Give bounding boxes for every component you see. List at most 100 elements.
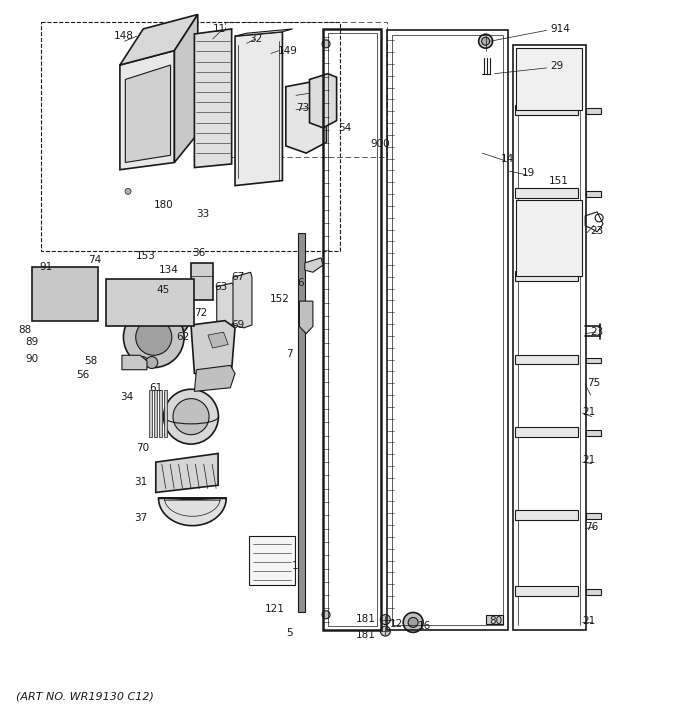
Circle shape [135,282,192,340]
Text: 69: 69 [232,320,245,330]
Text: 21: 21 [583,616,596,626]
Circle shape [403,613,423,632]
Text: 149: 149 [277,46,298,56]
Text: 180: 180 [154,200,174,210]
Polygon shape [286,81,326,153]
Polygon shape [515,188,579,199]
Text: 16: 16 [418,621,431,631]
Text: 121: 121 [265,605,284,614]
Circle shape [322,40,330,48]
Circle shape [146,357,158,368]
Polygon shape [174,14,198,162]
Text: 45: 45 [156,286,169,295]
Text: 75: 75 [588,378,600,388]
Polygon shape [515,271,579,281]
Polygon shape [515,427,579,436]
Text: 80: 80 [489,616,502,626]
Circle shape [380,615,390,624]
Circle shape [408,618,418,627]
Text: 914: 914 [550,24,570,34]
Polygon shape [586,589,600,594]
Text: 23: 23 [590,327,604,337]
Text: 72: 72 [194,308,207,318]
Text: 181: 181 [356,631,376,640]
Text: 181: 181 [356,614,376,623]
Text: 32: 32 [249,34,262,44]
Text: 11: 11 [213,24,226,34]
Text: 1: 1 [292,561,298,571]
Circle shape [380,626,390,636]
Polygon shape [586,191,600,197]
Text: 900: 900 [371,139,390,149]
Text: 23: 23 [590,226,604,236]
Polygon shape [120,51,174,170]
Circle shape [56,280,63,287]
Polygon shape [32,268,98,321]
Polygon shape [191,263,213,300]
Circle shape [173,399,209,435]
Circle shape [46,280,53,287]
Text: 134: 134 [158,265,178,275]
Text: 89: 89 [25,337,39,347]
Text: 34: 34 [120,392,133,402]
Polygon shape [515,510,579,520]
Polygon shape [106,279,194,326]
Text: 12: 12 [390,619,403,629]
Polygon shape [515,355,579,365]
Circle shape [76,280,83,287]
Circle shape [125,152,131,158]
Polygon shape [515,105,579,115]
Text: 88: 88 [18,325,32,335]
Circle shape [124,307,184,368]
Polygon shape [233,273,252,328]
Text: 54: 54 [339,123,352,133]
Circle shape [125,188,131,194]
Text: 148: 148 [114,31,133,41]
Text: 153: 153 [135,251,155,261]
Circle shape [479,34,492,48]
Text: 152: 152 [269,294,289,304]
Text: 63: 63 [215,282,228,291]
Text: 62: 62 [176,332,190,342]
Circle shape [148,295,180,327]
Text: 61: 61 [149,383,163,393]
Polygon shape [515,49,582,109]
Circle shape [481,37,490,45]
Text: 36: 36 [192,248,205,258]
Text: 33: 33 [197,210,210,220]
Text: 76: 76 [585,522,598,532]
Text: 74: 74 [88,255,101,265]
Polygon shape [515,586,579,595]
Text: 21: 21 [583,407,596,417]
Polygon shape [149,390,152,437]
Text: 91: 91 [39,262,52,272]
Polygon shape [586,109,600,115]
Circle shape [322,610,330,618]
Circle shape [164,389,218,444]
Polygon shape [586,357,600,363]
Polygon shape [194,29,232,167]
Polygon shape [164,390,167,437]
Polygon shape [217,283,235,325]
Polygon shape [194,365,235,392]
Polygon shape [122,355,147,370]
Text: 29: 29 [550,62,563,72]
Text: 56: 56 [76,370,90,381]
Polygon shape [158,498,226,526]
Text: 73: 73 [296,104,309,113]
Text: 5: 5 [286,629,292,638]
Polygon shape [208,332,228,348]
Polygon shape [486,616,503,624]
Circle shape [145,85,176,117]
Polygon shape [125,65,171,162]
Circle shape [136,357,148,368]
Text: 151: 151 [549,175,568,186]
Polygon shape [120,14,198,65]
Polygon shape [586,430,600,436]
Polygon shape [299,301,313,334]
Polygon shape [171,289,188,318]
Polygon shape [235,29,292,36]
Text: 90: 90 [26,354,39,364]
Polygon shape [191,320,235,381]
Circle shape [125,109,131,115]
